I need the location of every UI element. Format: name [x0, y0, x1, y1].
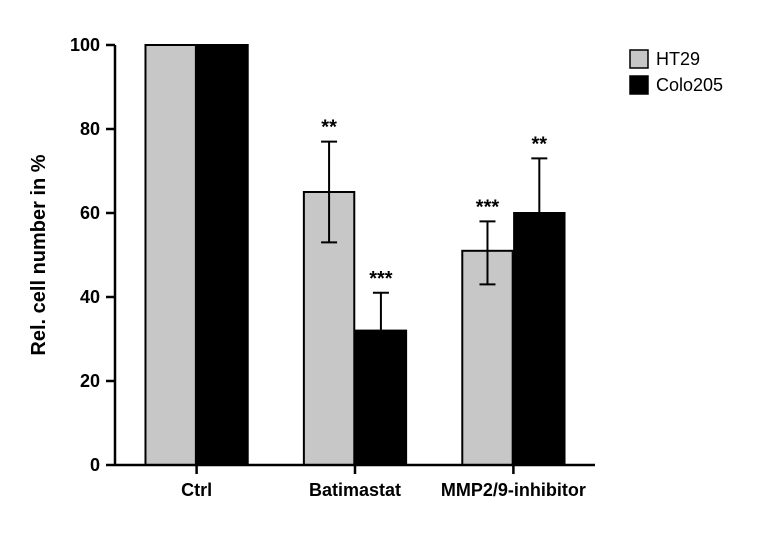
- y-tick-label: 60: [80, 203, 100, 223]
- chart-svg: **********020406080100CtrlBatimastatMMP2…: [0, 0, 784, 552]
- significance-marker: ***: [369, 268, 393, 290]
- bar-Ctrl-HT29: [145, 45, 195, 465]
- significance-marker: **: [321, 117, 337, 139]
- legend-label: Colo205: [656, 75, 723, 95]
- bar-Ctrl-Colo205: [197, 45, 247, 465]
- significance-marker: ***: [476, 196, 500, 218]
- bar-chart: **********020406080100CtrlBatimastatMMP2…: [0, 0, 784, 552]
- significance-marker: **: [532, 133, 548, 155]
- y-tick-label: 100: [70, 35, 100, 55]
- y-tick-label: 40: [80, 287, 100, 307]
- y-tick-label: 0: [90, 455, 100, 475]
- x-tick-label: MMP2/9-inhibitor: [441, 480, 586, 500]
- legend-label: HT29: [656, 49, 700, 69]
- y-axis-label: Rel. cell number in %: [28, 154, 50, 355]
- x-tick-label: Ctrl: [181, 480, 212, 500]
- y-tick-label: 20: [80, 371, 100, 391]
- legend-swatch-HT29: [630, 50, 648, 68]
- legend-swatch-Colo205: [630, 76, 648, 94]
- y-tick-label: 80: [80, 119, 100, 139]
- x-tick-label: Batimastat: [309, 480, 401, 500]
